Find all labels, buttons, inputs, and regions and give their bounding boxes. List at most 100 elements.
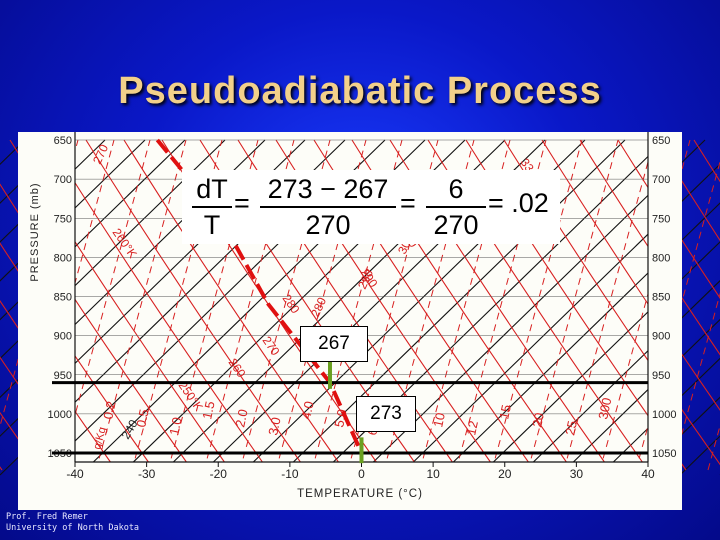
mixing-ratio-label: 0.5 [133,408,151,429]
credit-name: Prof. Fred Remer [6,512,88,522]
mixing-ratio-label: 10 [430,411,448,428]
x-axis-label: TEMPERATURE (°C) [297,488,423,500]
temperature-tick-label: -20 [210,467,228,481]
adiabat-line [693,139,720,183]
mixing-ratio-label: 20 [529,411,547,428]
adiabat-line [123,139,345,471]
mixing-ratio-line [347,139,439,471]
pressure-tick-right: 1050 [652,448,676,460]
mixing-ratio-line [95,139,187,471]
mixing-ratio-label: 0.2 [100,400,118,421]
pressure-tick-left: 900 [54,331,72,343]
adiabat-line [655,139,720,242]
isotherm-line [639,396,720,476]
mixing-ratio-label: 12 [463,419,481,436]
pressure-tick-right: 700 [652,174,670,186]
isotherm-line [0,139,146,282]
mixing-ratio-line [419,139,511,471]
slide-title: Pseudoadiabatic Process [118,70,602,112]
temperature-tick-label: -30 [138,467,156,481]
mixing-ratio-line [167,139,259,471]
pressure-tick-left: 650 [54,135,72,147]
temperature-tick-label: -40 [66,467,84,481]
adiabat-line [541,139,720,411]
pressure-tick-left: 750 [54,213,72,225]
pressure-tick-left: 950 [54,370,72,382]
isotherm-line [279,139,626,476]
temperature-tick-label: 0 [358,467,365,481]
pressure-tick-right: 900 [652,331,670,343]
lhs-numerator: dT [196,174,228,204]
isotherm-line [679,435,720,476]
temperature-tick-label: 10 [426,467,440,481]
mixing-ratio-line [455,139,547,471]
bottom-margin [18,462,682,510]
mixing-ratio-line [383,139,475,471]
adiabat-line [579,139,720,356]
mixing-ratio-line [239,139,331,471]
pressure-tick-left: 800 [54,252,72,264]
right-margin [648,132,682,510]
credit-affiliation: University of North Dakota [6,523,140,533]
temperature-tick-label: -10 [281,467,299,481]
mid-denominator: 270 [305,209,351,240]
y-axis-label: PRESSURE (mb) [29,182,41,281]
mixing-ratio-line [707,424,720,471]
mixing-ratio-label: 1.0 [166,416,184,437]
result: = .02 [488,188,549,218]
lower-temp-label: 273 [356,396,416,432]
adiabat-line [85,139,307,471]
equals-2: = [400,188,416,218]
pressure-tick-right: 950 [652,370,670,382]
pressure-tick-right: 750 [652,213,670,225]
mixing-ratio-line [671,292,720,471]
pressure-tick-right: 850 [652,292,670,304]
adiabat-line [0,300,117,471]
temperature-tick-label: 30 [570,467,584,481]
axis-ticks: 650 650 700 700 750 750 800 800 850 850 900 900 950 9… [18,132,682,510]
mixing-ratio-label: 25 [562,419,580,436]
mixing-ratio-label: 1.5 [199,400,217,421]
mixing-ratio-line [491,139,583,471]
pressure-tick-right: 650 [652,135,670,147]
mixing-ratio-label: 15 [496,403,514,420]
adiabat-line [617,139,720,299]
pressure-tick-left: 850 [54,292,72,304]
pressure-tick-left: 1000 [48,409,72,421]
mixing-ratio-line [311,139,403,471]
pressure-tick-right: 1000 [652,409,676,421]
pressure-tick-right: 800 [652,252,670,264]
mixing-ratio-label: 3.0 [265,416,283,437]
lhs-fraction: dT T [192,174,232,240]
mixing-ratio-line [131,139,223,471]
right-denominator: 270 [433,209,479,240]
formula-box: dT T = 273 − 267 270 = 6 270 = .02 [182,170,560,244]
mixing-ratio-label: 2.0 [232,408,250,429]
left-margin [18,132,75,510]
temperature-tick-label: 20 [498,467,512,481]
mid-numerator: 273 − 267 [267,174,389,204]
mixing-ratio-label: 300 [595,396,614,420]
pressure-tick-left: 700 [54,174,72,186]
credit: Prof. Fred Remer University of North Dak… [6,512,139,534]
mid-fraction: 273 − 267 270 [260,174,396,240]
temperature-tick-label: 40 [641,467,655,481]
mixing-ratio-line [275,139,367,471]
mixing-ratio-line [59,139,151,471]
adiabat-line [0,183,193,471]
mixing-ratio-line [563,139,655,471]
mixing-ratio-line [203,139,295,471]
isotherm-line [559,318,720,476]
equals-1: = [234,188,250,218]
upper-temp-label: 267 [300,326,368,362]
lhs-denominator: T [203,209,221,240]
isotherm-line [0,139,186,321]
adiabat-line [0,411,41,471]
right-fraction: 6 270 [426,174,486,240]
right-numerator: 6 [448,174,464,204]
extra-label-units: g/Kg [91,426,108,451]
mixing-ratio-label: 4.0 [298,400,316,421]
pseudoadiabat-path [155,138,364,454]
mixing-ratio-line [599,139,691,471]
